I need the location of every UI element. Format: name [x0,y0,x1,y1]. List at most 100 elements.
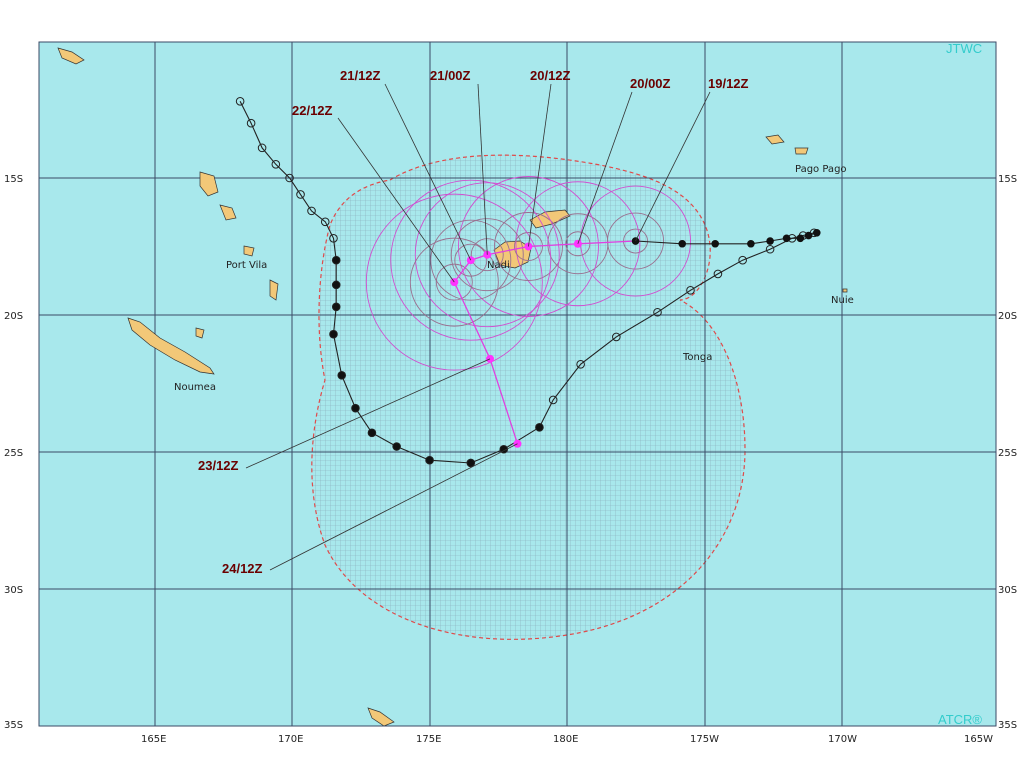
past-track-point [535,423,544,432]
place-pago-pago: Pago Pago [795,164,847,175]
dtg-label-22-12z: 22/12Z [292,103,333,118]
dtg-leader-line [337,117,455,283]
wind-radius-circle [454,243,488,277]
lon-label: 175E [416,734,441,745]
dtg-leader-line [528,83,552,247]
past-track-point [796,234,805,243]
place-labels: Port Vila Noumea Nadi Pago Pago Nuie Ton… [174,164,854,393]
wind-radius-circle [470,238,504,272]
island-samoa-2 [794,147,809,155]
wind-radius-circle [390,179,552,341]
dtg-labels: 19/12Z 20/00Z 20/12Z 21/00Z 21/12Z 22/12… [198,68,749,576]
forecast-track-line [453,240,636,445]
past-track-point [576,360,585,369]
past-track-point [765,244,775,254]
place-tonga: Tonga [682,352,712,363]
past-track-point [271,160,281,169]
wind-radius-circle [514,232,543,261]
island-samoa-1 [765,134,785,145]
place-nadi: Nadi [487,260,510,271]
past-track-west [239,101,815,464]
wind-radii [365,176,691,371]
lon-label: 175W [690,734,719,745]
wind-radius-circle [458,176,599,317]
dtg-leader-lines [245,83,711,571]
dtg-leader-line [269,443,518,571]
lat-label-left: 35S [4,720,23,731]
past-track-point [548,395,558,405]
dtg-label-23-12z: 23/12Z [198,458,239,473]
wind-radius-circle [430,219,512,301]
island-loyalty [195,327,205,339]
wind-radius-circle [494,212,563,281]
past-track-point [711,239,719,248]
island-nuie [842,288,848,293]
wind-radius-circle [409,237,499,327]
past-track-point [296,190,305,199]
lat-label-left: 30S [4,585,23,596]
dtg-leader-line [384,83,472,261]
lat-label-right: 30S [998,585,1017,596]
island-vanuatu-3 [243,245,255,257]
dtg-label-21-00z: 21/00Z [430,68,471,83]
wind-radius-circle [450,218,524,292]
dtg-label-20-00z: 20/00Z [630,76,671,91]
past-track-point [285,173,294,183]
wind-radius-circle [435,263,473,301]
place-port-vila: Port Vila [226,260,267,271]
lat-labels: 15S 20S 25S 30S 35S 15S 20S 25S 30S 35S [4,174,1017,731]
lat-label-left: 15S [4,174,23,185]
past-track-point [747,239,755,248]
dtg-label-19-12z: 19/12Z [708,76,749,91]
dtg-label-20-12z: 20/12Z [530,68,571,83]
island-vanuatu-4 [269,279,279,301]
past-track-point [331,302,341,312]
past-track-point [686,286,695,295]
lon-label: 165E [141,734,166,745]
past-track-point [612,332,621,342]
place-noumea: Noumea [174,382,216,393]
island-vanuatu-2 [219,204,237,221]
credit-label: ATCR® [938,712,982,727]
island-solomon [57,47,85,65]
island-new-caledonia [127,317,215,375]
past-track-point [653,307,662,317]
past-track-point [812,229,821,237]
island-nz-tip [367,707,395,726]
lat-label-right: 15S [998,174,1017,185]
lat-label-right: 20S [998,311,1017,322]
lat-label-left: 20S [4,311,23,322]
lat-label-right: 25S [998,448,1017,459]
wind-radius-circle [547,213,609,275]
lon-label: 170W [828,734,857,745]
past-track-point [713,269,723,279]
past-track-point [235,96,245,106]
past-track-point [320,217,330,227]
past-track-point [307,206,316,216]
past-track-point [351,403,360,413]
past-track-point [337,370,347,380]
lon-labels: 165E 170E 175E 180E 175W 170W 165W [141,734,993,745]
agency-label: JTWC [946,41,982,56]
lat-label-right: 35S [998,720,1017,731]
lon-label: 180E [553,734,578,745]
lon-label: 165W [964,734,993,745]
lon-label: 170E [278,734,303,745]
wind-radius-circle [515,181,641,307]
past-track-point [782,234,791,243]
island-vanuatu-1 [199,171,219,197]
past-track-point [766,237,774,245]
past-track-point [246,118,256,128]
dtg-leader-line [245,358,491,469]
past-track-point [331,280,341,290]
past-track-point [331,255,341,265]
map-frame [38,41,997,727]
past-track-point [425,455,434,465]
past-track-point [329,233,338,243]
place-nuie: Nuie [831,295,854,306]
dtg-leader-line [577,91,633,244]
past-track-point [804,231,813,240]
past-track-point [257,143,267,153]
dtg-leader-line [477,83,488,255]
